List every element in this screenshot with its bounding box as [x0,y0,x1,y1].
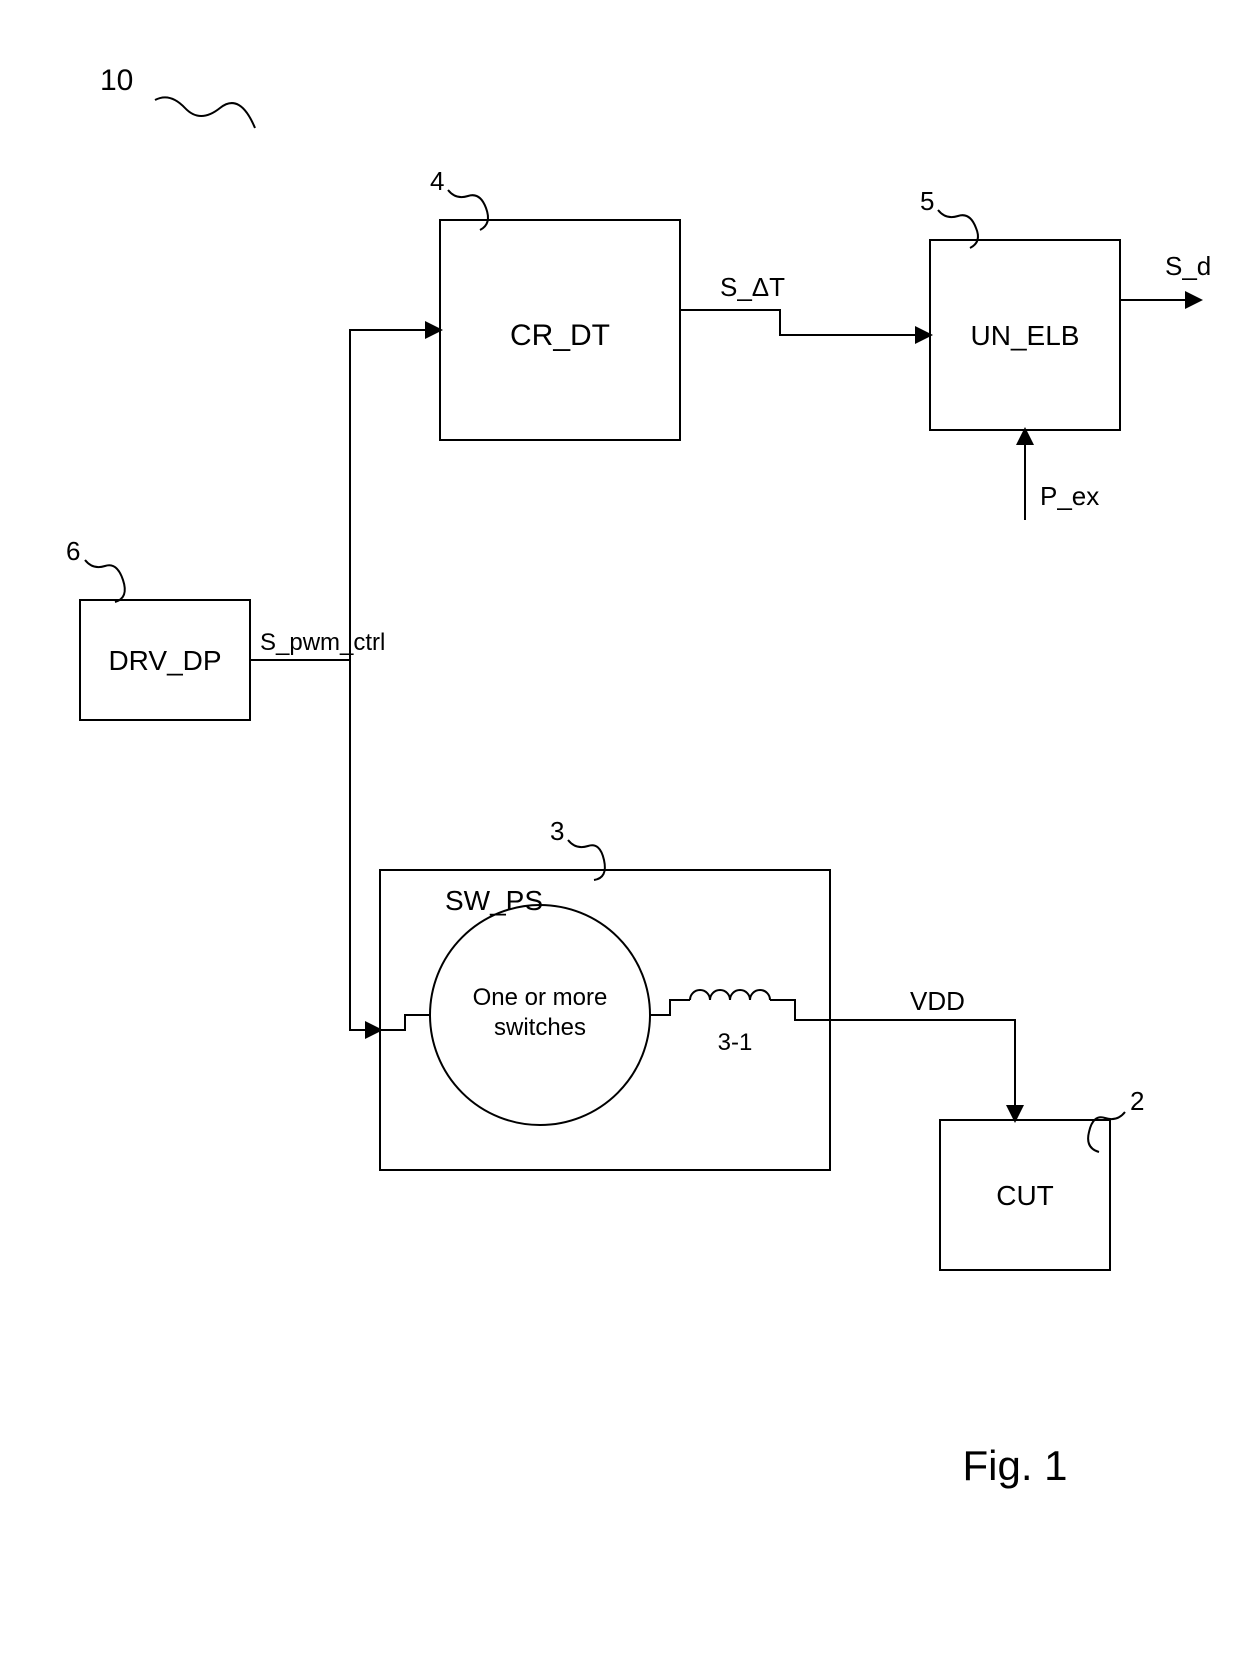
figure-caption: Fig. 1 [962,1442,1067,1489]
signal-pwm-label: S_pwm_ctrl [260,629,385,656]
wire-pwm-to-swps [350,660,380,1030]
sw-ps-internal-wire-out [770,1000,830,1020]
sw-ps-internal-wire-mid [650,1000,690,1015]
cut-block: CUT 2 [940,1086,1144,1270]
cr-dt-ref-squiggle [448,190,488,230]
sw-ps-ref-squiggle [568,840,605,880]
drv-dp-ref-squiggle [85,560,125,602]
cr-dt-ref: 4 [430,166,444,196]
global-ref: 10 [100,64,133,97]
cut-ref: 2 [1130,1086,1144,1116]
cut-ref-squiggle [1088,1112,1125,1152]
signal-vdd-label: VDD [910,986,965,1016]
un-elb-label: UN_ELB [971,320,1080,351]
wire-sdt [680,310,930,335]
sw-ps-block: SW_PS 3 One or more switches 3-1 [380,816,830,1170]
sw-ps-internal-wire-in [380,1015,430,1030]
signal-pex-label: P_ex [1040,481,1099,511]
drv-dp-label: DRV_DP [108,645,221,676]
inductor-ref: 3-1 [718,1029,753,1056]
switches-text-2: switches [494,1014,586,1041]
un-elb-block: UN_ELB 5 [920,186,1120,430]
wire-vdd [830,1020,1015,1120]
cr-dt-block: CR_DT 4 [430,166,680,440]
global-ref-squiggle [155,97,255,128]
drv-dp-block: DRV_DP 6 [66,536,250,720]
inductor-coil [690,990,770,1000]
un-elb-ref: 5 [920,186,934,216]
un-elb-ref-squiggle [938,210,978,248]
sw-ps-label: SW_PS [445,885,543,916]
switches-text-1: One or more [473,984,608,1011]
cut-label: CUT [996,1180,1054,1211]
drv-dp-ref: 6 [66,536,80,566]
sw-ps-ref: 3 [550,816,564,846]
signal-sd-label: S_d [1165,251,1211,281]
signal-sdt-label: S_ΔT [720,272,785,302]
wire-pwm-to-crdt [350,330,440,660]
cr-dt-label: CR_DT [510,319,610,352]
